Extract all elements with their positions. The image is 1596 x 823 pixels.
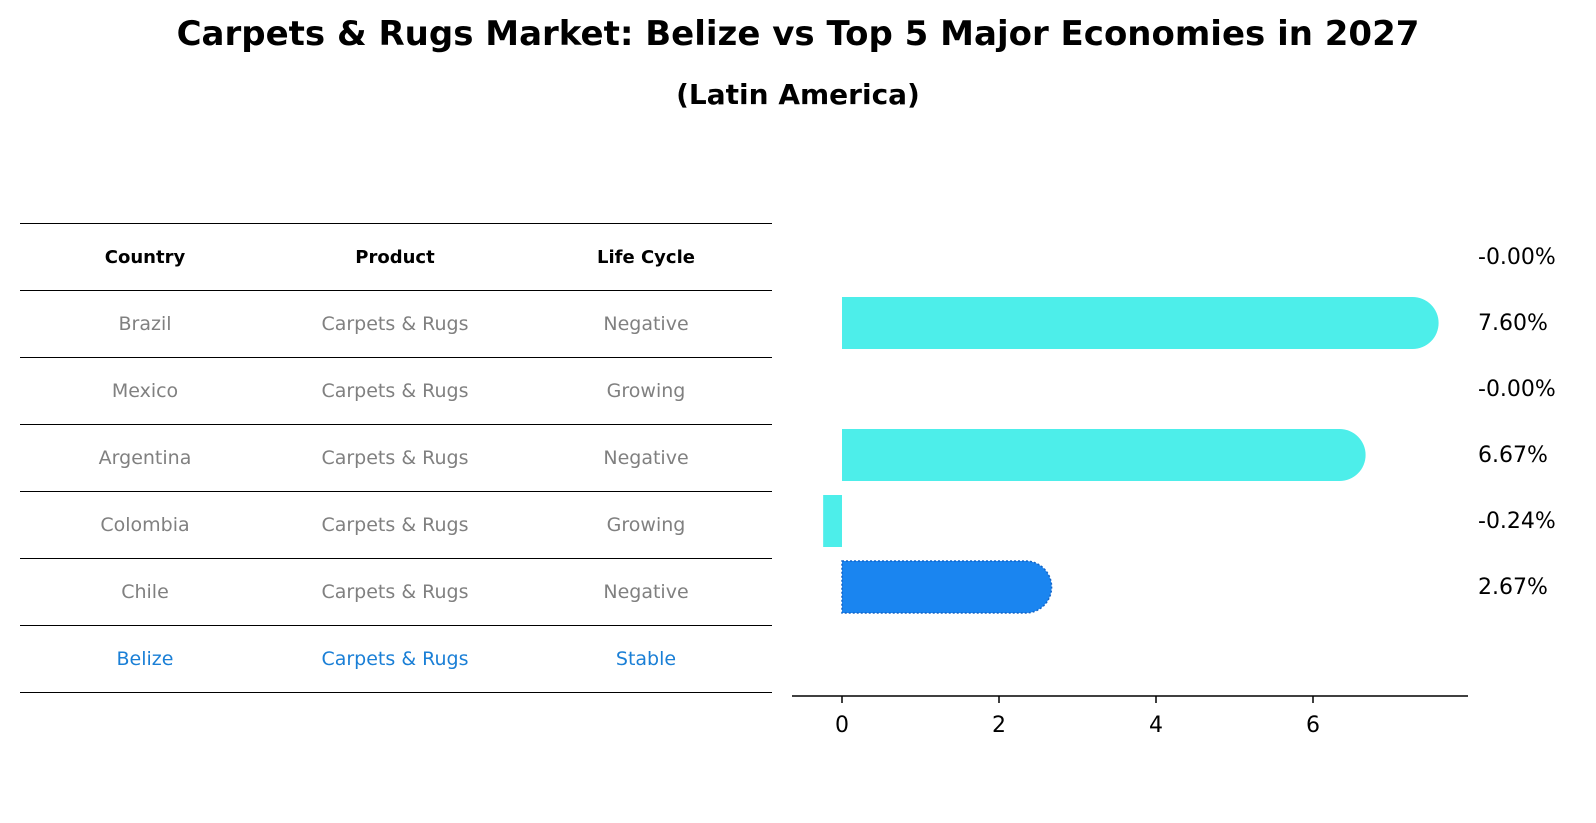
table-row: Brazil Carpets & Rugs Negative — [20, 290, 772, 357]
cell-product: Carpets & Rugs — [321, 380, 469, 402]
cell-country: Brazil — [118, 313, 172, 335]
bar-chile — [823, 495, 842, 547]
cell-life-cycle: Negative — [603, 447, 689, 469]
cell-product: Carpets & Rugs — [321, 313, 469, 335]
cell-product: Carpets & Rugs — [321, 447, 469, 469]
cell-country: Mexico — [111, 380, 179, 402]
header-country: Country — [104, 246, 186, 268]
cell-country: Colombia — [100, 514, 190, 536]
x-tick-label: 2 — [992, 713, 1006, 738]
cell-life-cycle: Growing — [606, 380, 686, 402]
table-row: Mexico Carpets & Rugs Growing — [20, 357, 772, 424]
value-label-argentina: -0.00% — [1478, 377, 1556, 402]
value-label-mexico: 7.60% — [1478, 311, 1548, 336]
cell-product: Carpets & Rugs — [321, 581, 469, 603]
x-tick-label: 4 — [1149, 713, 1163, 738]
chart-title: Carpets & Rugs Market: Belize vs Top 5 M… — [176, 14, 1420, 54]
cell-country: Argentina — [98, 447, 192, 469]
table-row: Chile Carpets & Rugs Negative — [20, 558, 772, 625]
value-label-belize: 2.67% — [1478, 575, 1548, 600]
x-tick-label: 0 — [835, 713, 849, 738]
cell-product: Carpets & Rugs — [321, 514, 469, 536]
cell-life-cycle: Stable — [615, 648, 677, 670]
table-row-highlighted: Belize Carpets & Rugs Stable — [20, 625, 772, 693]
header-product: Product — [355, 246, 435, 268]
cell-life-cycle: Negative — [603, 313, 689, 335]
data-table: Country Product Life Cycle Brazil Carpet… — [20, 223, 772, 693]
x-tick-label: 6 — [1306, 713, 1320, 738]
cell-country: Chile — [121, 581, 169, 603]
table-row: Colombia Carpets & Rugs Growing — [20, 491, 772, 558]
cell-product: Carpets & Rugs — [321, 648, 469, 670]
bar-colombia — [842, 429, 1366, 481]
table-header-row: Country Product Life Cycle — [20, 223, 772, 290]
value-label-chile: -0.24% — [1478, 509, 1556, 534]
value-label-colombia: 6.67% — [1478, 443, 1548, 468]
bar-mexico — [842, 297, 1439, 349]
value-label-brazil: -0.00% — [1478, 245, 1556, 270]
cell-life-cycle: Growing — [606, 514, 686, 536]
bar-belize — [841, 560, 1053, 614]
header-life-cycle: Life Cycle — [597, 246, 695, 268]
chart-subtitle: (Latin America) — [676, 78, 920, 111]
cell-country: Belize — [116, 648, 174, 670]
table-row: Argentina Carpets & Rugs Negative — [20, 424, 772, 491]
cell-life-cycle: Negative — [603, 581, 689, 603]
